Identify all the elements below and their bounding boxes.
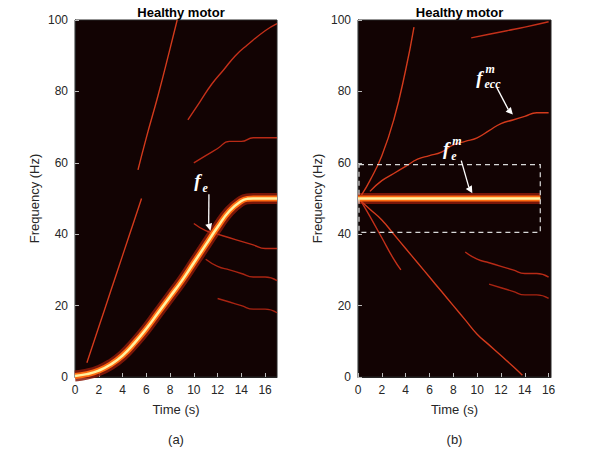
- svg-text:(b): (b): [447, 432, 463, 447]
- svg-text:8: 8: [450, 383, 457, 397]
- svg-text:f: f: [476, 67, 484, 88]
- svg-text:6: 6: [143, 383, 150, 397]
- svg-text:m: m: [486, 62, 495, 76]
- svg-text:100: 100: [48, 13, 68, 27]
- svg-text:Healthy motor: Healthy motor: [137, 5, 224, 20]
- svg-text:14: 14: [518, 383, 532, 397]
- svg-text:0: 0: [355, 383, 362, 397]
- svg-text:Frequency (Hz): Frequency (Hz): [310, 154, 325, 244]
- svg-text:16: 16: [542, 383, 556, 397]
- svg-text:40: 40: [338, 227, 352, 241]
- svg-text:20: 20: [55, 299, 69, 313]
- svg-text:16: 16: [258, 383, 272, 397]
- svg-text:4: 4: [119, 383, 126, 397]
- svg-text:Time (s): Time (s): [152, 402, 199, 417]
- svg-text:e: e: [451, 149, 457, 163]
- svg-text:0: 0: [72, 383, 79, 397]
- svg-text:ecc: ecc: [485, 77, 502, 91]
- svg-text:Frequency (Hz): Frequency (Hz): [27, 154, 42, 244]
- svg-text:6: 6: [426, 383, 433, 397]
- svg-text:10: 10: [187, 383, 201, 397]
- svg-text:80: 80: [338, 84, 352, 98]
- svg-text:12: 12: [494, 383, 508, 397]
- svg-text:0: 0: [344, 370, 351, 384]
- svg-text:e: e: [202, 181, 208, 195]
- svg-text:20: 20: [338, 299, 352, 313]
- svg-text:0: 0: [61, 370, 68, 384]
- svg-text:12: 12: [211, 383, 225, 397]
- svg-text:f: f: [443, 138, 451, 159]
- svg-text:100: 100: [331, 13, 351, 27]
- svg-text:60: 60: [338, 156, 352, 170]
- svg-text:60: 60: [55, 156, 69, 170]
- svg-text:10: 10: [470, 383, 484, 397]
- svg-text:14: 14: [235, 383, 249, 397]
- svg-text:40: 40: [55, 227, 69, 241]
- svg-text:f: f: [194, 170, 202, 191]
- svg-text:4: 4: [402, 383, 409, 397]
- svg-text:(a): (a): [168, 432, 184, 447]
- svg-text:80: 80: [55, 84, 69, 98]
- svg-text:8: 8: [167, 383, 174, 397]
- svg-text:2: 2: [378, 383, 385, 397]
- svg-text:Time (s): Time (s): [431, 402, 478, 417]
- svg-text:2: 2: [95, 383, 102, 397]
- svg-text:Healthy motor: Healthy motor: [416, 5, 503, 20]
- svg-text:m: m: [452, 134, 461, 148]
